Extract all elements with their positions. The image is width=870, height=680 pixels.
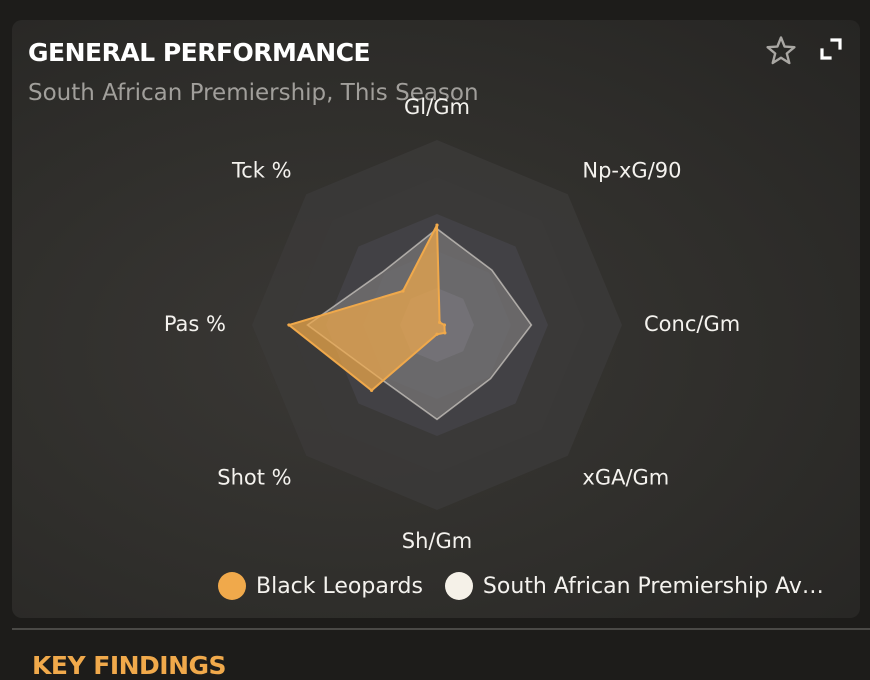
radar-series [286,223,533,421]
legend-swatch-team [218,572,246,600]
series-team-point [369,388,374,393]
card-title: GENERAL PERFORMANCE [28,38,371,67]
star-icon[interactable] [764,34,798,68]
radar-chart: Gl/Gm Np-xG/90 Conc/Gm xGA/Gm Sh/Gm Shot % Pas… [164,95,740,553]
axis-label: Conc/Gm [644,312,740,336]
legend-item-team[interactable]: Black Leopards [218,572,423,600]
section-divider [12,628,870,630]
expand-icon[interactable] [816,34,846,64]
legend-swatch-average [444,572,473,600]
axis-label: Np-xG/90 [582,159,681,183]
series-team-point [287,323,291,327]
legend-item-average[interactable]: South African Premiership Ave... [444,572,835,600]
series-team-point [438,320,442,324]
key-findings-title: KEY FINDINGS [32,651,227,680]
radar-axis-labels: Gl/Gm Np-xG/90 Conc/Gm xGA/Gm Sh/Gm Shot % Pas… [164,95,740,553]
series-team-point [442,323,446,327]
axis-label: Gl/Gm [404,95,470,119]
chart-legend: Black Leopards South African Premiership… [218,572,835,600]
card-subtitle: South African Premiership, This Season [28,80,479,106]
axis-label: Shot % [217,465,291,489]
axis-label: xGA/Gm [582,465,669,489]
axis-label: Pas % [164,312,226,336]
legend-label-average: South African Premiership Ave... [482,573,835,599]
general-performance-card: GENERAL PERFORMANCE South African Premie… [12,20,860,618]
axis-label: Sh/Gm [402,529,472,553]
axis-label: Tck % [231,159,292,183]
series-team-point [435,223,439,227]
series-team-point [401,289,405,293]
series-team-point [435,332,439,336]
legend-label-team: Black Leopards [256,573,423,599]
series-team-point [443,331,447,335]
